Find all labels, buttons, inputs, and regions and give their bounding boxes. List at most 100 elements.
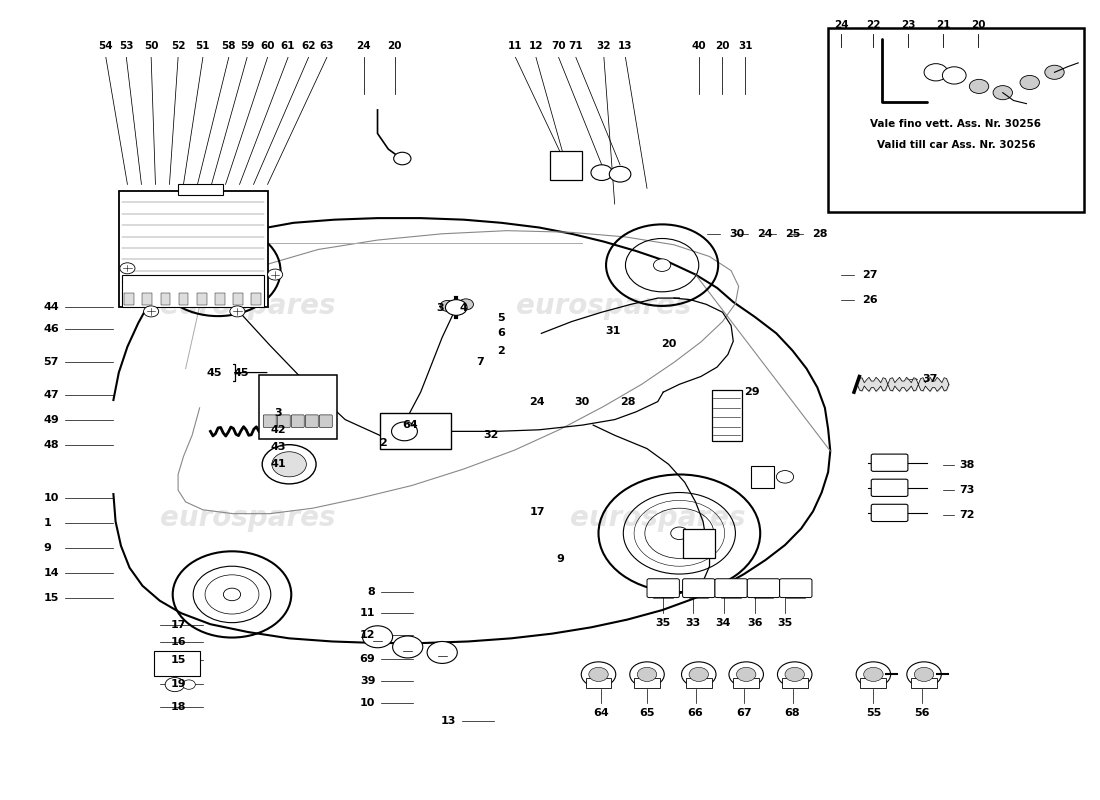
Circle shape: [777, 470, 793, 483]
FancyBboxPatch shape: [911, 678, 937, 688]
Text: 63: 63: [320, 41, 334, 51]
FancyBboxPatch shape: [263, 415, 276, 427]
Text: 73: 73: [959, 485, 975, 495]
Text: 49: 49: [43, 415, 59, 426]
Text: 12: 12: [360, 630, 375, 640]
FancyBboxPatch shape: [750, 466, 774, 488]
Text: 33: 33: [685, 618, 701, 628]
Text: 23: 23: [901, 20, 915, 30]
Text: 25: 25: [785, 229, 801, 238]
FancyBboxPatch shape: [871, 479, 908, 497]
Circle shape: [446, 300, 468, 315]
Text: 60: 60: [261, 41, 275, 51]
Circle shape: [864, 667, 883, 682]
Text: 24: 24: [757, 229, 772, 238]
Circle shape: [262, 445, 316, 484]
FancyBboxPatch shape: [860, 678, 887, 688]
Circle shape: [440, 301, 455, 311]
Text: 46: 46: [43, 325, 59, 334]
FancyBboxPatch shape: [214, 293, 224, 305]
Text: 32: 32: [483, 430, 498, 440]
FancyBboxPatch shape: [871, 504, 908, 522]
Text: 11: 11: [508, 41, 522, 51]
Text: 55: 55: [866, 708, 881, 718]
Circle shape: [737, 667, 756, 682]
Text: 28: 28: [812, 229, 827, 238]
Text: 28: 28: [620, 397, 636, 406]
Circle shape: [588, 667, 608, 682]
Circle shape: [609, 166, 630, 182]
Text: 17: 17: [529, 507, 544, 517]
Text: 1: 1: [43, 518, 51, 528]
Text: 35: 35: [656, 618, 671, 628]
Text: 32: 32: [596, 41, 612, 51]
Text: 58: 58: [221, 41, 236, 51]
FancyBboxPatch shape: [782, 678, 807, 688]
Circle shape: [914, 667, 934, 682]
Text: 20: 20: [387, 41, 402, 51]
Text: 66: 66: [688, 708, 703, 718]
Circle shape: [778, 662, 812, 687]
FancyBboxPatch shape: [683, 530, 715, 558]
Text: 51: 51: [196, 41, 210, 51]
Text: 31: 31: [605, 326, 620, 336]
FancyBboxPatch shape: [683, 578, 715, 598]
Text: 14: 14: [43, 568, 59, 578]
Circle shape: [689, 667, 708, 682]
FancyBboxPatch shape: [258, 375, 337, 439]
Text: 54: 54: [99, 41, 113, 51]
FancyBboxPatch shape: [319, 415, 332, 427]
Text: 62: 62: [301, 41, 316, 51]
Text: 11: 11: [360, 608, 375, 618]
Circle shape: [856, 662, 891, 687]
Text: 36: 36: [747, 618, 762, 628]
Text: 10: 10: [43, 493, 58, 503]
Circle shape: [267, 269, 283, 280]
Text: 10: 10: [360, 698, 375, 709]
Text: 37: 37: [922, 374, 937, 384]
Text: 47: 47: [43, 390, 59, 399]
Text: 13: 13: [618, 41, 632, 51]
Text: 30: 30: [729, 229, 745, 238]
Circle shape: [653, 259, 671, 271]
Text: 72: 72: [959, 510, 975, 520]
Circle shape: [671, 527, 688, 539]
Text: 64: 64: [593, 708, 608, 718]
Text: 18: 18: [170, 702, 186, 712]
Text: 53: 53: [119, 41, 133, 51]
Text: 22: 22: [866, 20, 881, 30]
FancyBboxPatch shape: [550, 150, 582, 181]
Circle shape: [1020, 75, 1040, 90]
FancyBboxPatch shape: [124, 293, 134, 305]
FancyBboxPatch shape: [178, 293, 188, 305]
Circle shape: [581, 662, 616, 687]
Text: 56: 56: [914, 708, 929, 718]
Circle shape: [682, 662, 716, 687]
Text: 40: 40: [692, 41, 706, 51]
FancyBboxPatch shape: [233, 293, 243, 305]
Text: 69: 69: [360, 654, 375, 664]
FancyBboxPatch shape: [119, 191, 267, 307]
Text: 29: 29: [744, 387, 760, 397]
Text: eurospares: eurospares: [161, 292, 336, 320]
Text: 9: 9: [43, 543, 52, 553]
Text: Vale fino vett. Ass. Nr. 30256: Vale fino vett. Ass. Nr. 30256: [870, 119, 1042, 129]
Text: 41: 41: [271, 459, 286, 470]
FancyBboxPatch shape: [634, 678, 660, 688]
Text: 2: 2: [497, 346, 505, 356]
Text: 2: 2: [379, 438, 387, 448]
FancyBboxPatch shape: [585, 678, 612, 688]
Text: Valid till car Ass. Nr. 30256: Valid till car Ass. Nr. 30256: [877, 140, 1035, 150]
Text: 4: 4: [460, 303, 467, 314]
Circle shape: [591, 165, 613, 181]
Circle shape: [183, 680, 196, 690]
Circle shape: [906, 662, 942, 687]
Text: 6: 6: [497, 328, 505, 338]
Circle shape: [393, 636, 422, 658]
FancyBboxPatch shape: [715, 578, 747, 598]
Text: 52: 52: [170, 41, 185, 51]
FancyBboxPatch shape: [780, 578, 812, 598]
Text: 20: 20: [715, 41, 729, 51]
FancyBboxPatch shape: [292, 415, 305, 427]
FancyBboxPatch shape: [734, 678, 759, 688]
